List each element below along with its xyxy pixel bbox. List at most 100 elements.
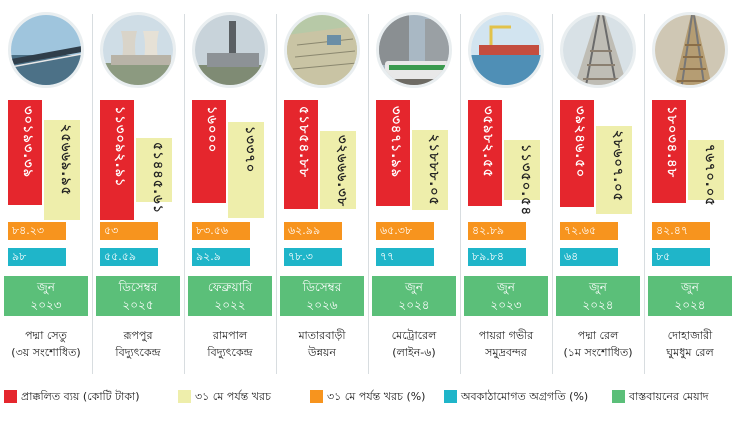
estimated-cost-label: ১১৩০৯২.৯১ (112, 106, 127, 188)
progress-percent: ৬৪ (560, 248, 618, 266)
column-divider (184, 14, 185, 374)
estimated-cost-label: ৩০১৯৩.৩৯ (20, 106, 35, 179)
legend-item: অবকাঠামোগত অগ্রগতি (%) (444, 390, 588, 404)
spent-label: ৫১৪৪৫.৬১ (150, 141, 165, 214)
spent-percent: ৬৫.৩৮ (376, 222, 434, 240)
legend-swatch (4, 390, 17, 403)
spent-bar (320, 130, 356, 210)
column-divider (276, 14, 277, 374)
progress-percent: ৯২.৯ (192, 248, 250, 266)
chimney-photo (192, 12, 268, 88)
estimated-cost-bar (100, 100, 134, 220)
estimated-cost-label: ১৮০৩৪.৪৮ (664, 106, 679, 179)
deadline: জুন ২০২৪ (556, 276, 640, 316)
legend-swatch (444, 390, 457, 403)
progress-percent: ৭৮.৩ (284, 248, 342, 266)
legend-swatch (612, 390, 625, 403)
spent-bar (596, 126, 632, 214)
deadline: ডিসেম্বর ২০২৬ (280, 276, 364, 316)
power-plant-photo (100, 12, 176, 88)
spent-bar (228, 122, 264, 218)
progress-percent: ৭৭ (376, 248, 434, 266)
spent-percent: ৬২.৯৯ (284, 222, 342, 240)
project-column: ৩৩৪৭১.৯৯ ২১৮৮৮.০৫ ৬৫.৩৮ ৭৭ জুন ২০২৪ মেট্রোরেল(… (372, 8, 456, 376)
railway-track-photo (652, 12, 728, 88)
estimated-cost-label: ১৬০০০ (204, 106, 219, 154)
spent-label: ১৩৩৭০ (242, 126, 257, 174)
metro-train-photo (376, 12, 452, 88)
spent-label: ৭৬৭০.০৫ (702, 144, 717, 207)
project-name: মাতারবাড়ী উন্নয়ন (298, 329, 346, 359)
legend-label: ৩১ মে পর্যন্ত খরচ (195, 390, 271, 403)
estimated-cost-bar (192, 100, 226, 203)
legend-item: বাস্তবায়নের মেয়াদ (612, 390, 709, 404)
spent-percent: ৭২.৬৫ (560, 222, 618, 240)
spent-label: ১১৩৫০.৫৪ (518, 144, 533, 217)
estimated-cost-label: ৫১৮৫৪.৮৮ (296, 106, 311, 178)
progress-percent: ৮৫ (652, 248, 710, 266)
project-column: ৩৫৯৮২.৫৫ ১১৩৫০.৫৪ ৪২.৮৯ ৮৯.৮৪ জুন ২০২৩ পায়রা … (464, 8, 548, 376)
legend-item: ৩১ মে পর্যন্ত খরচ (%) (310, 390, 425, 404)
spent-percent: ৪২.৪৭ (652, 222, 710, 240)
spent-label: ২৫৬৬৯.৯৫ (58, 124, 73, 197)
site-photo (284, 12, 360, 88)
spent-bar (44, 120, 80, 220)
deadline: জুন ২০২৩ (464, 276, 548, 316)
estimated-cost-bar (284, 100, 318, 210)
legend-label: ৩১ মে পর্যন্ত খরচ (%) (327, 390, 426, 403)
estimated-cost-label: ৩৫৯৮২.৫৫ (480, 106, 495, 179)
project-name: পদ্মা রেল (১ম সংশোধিত) (563, 329, 633, 359)
project-name: রূপপুর বিদ্যুৎকেন্দ্র (115, 329, 161, 359)
seaport-photo (468, 12, 544, 88)
legend: প্রাক্কলিত ব্যয় (কোটি টাকা) ৩১ মে পর্যন্… (0, 382, 754, 412)
estimated-cost-bar (376, 100, 410, 206)
project-column: ১৮০৩৪.৪৮ ৭৬৭০.০৫ ৪২.৪৭ ৮৫ জুন ২০২৪ দোহাজারী ঘুম… (648, 8, 732, 376)
legend-label: প্রাক্কলিত ব্যয় (কোটি টাকা) (21, 390, 140, 403)
progress-percent: ৮৯.৮৪ (468, 248, 526, 266)
column-divider (92, 14, 93, 374)
legend-item: ৩১ মে পর্যন্ত খরচ (178, 390, 271, 404)
spent-label: ২৮৬০৭.০৫ (610, 130, 625, 203)
estimated-cost-label: ৩৩৪৭১.৯৯ (388, 106, 403, 179)
deadline: জুন ২০২৪ (372, 276, 456, 316)
spent-label: ২১৮৮৮.০৫ (426, 134, 441, 207)
project-column: ৩৯২৪৬.৫০ ২৮৬০৭.০৫ ৭২.৬৫ ৬৪ জুন ২০২৪ পদ্মা রেল(… (556, 8, 640, 376)
deadline: জুন ২০২৩ (4, 276, 88, 316)
project-column: ৩০১৯৩.৩৯ ২৫৬৬৯.৯৫ ৮৪.২৩ ৯৮ জুন ২০২৩ পদ্মা সেতু… (4, 8, 88, 376)
project-name: রামপাল বিদ্যুৎকেন্দ্র (207, 329, 253, 359)
project-name: পদ্মা সেতু (৩য় সংশোধিত) (11, 329, 81, 359)
spent-bar (412, 130, 448, 210)
deadline: জুন ২০২৪ (648, 276, 732, 316)
deadline: ডিসেম্বর ২০২৫ (96, 276, 180, 316)
estimated-cost-bar (652, 100, 686, 204)
project-column: ৫১৮৫৪.৮৮ ৩২৬৬৬.৩৮ ৬২.৯৯ ৭৮.৩ ডিসেম্বর ২০২৬ মাত… (280, 8, 364, 376)
spent-percent: ৪২.৮৯ (468, 222, 526, 240)
project-column: ১৬০০০ ১৩৩৭০ ৮৩.৫৬ ৯২.৯ ফেব্রুয়ারি ২০২২ রামপাল… (188, 8, 272, 376)
project-name: মেট্রোরেল (লাইন-৬) (391, 329, 437, 359)
progress-percent: ৯৮ (8, 248, 66, 266)
project-name: পায়রা গভীর সমুদ্রবন্দর (478, 329, 534, 359)
estimated-cost-label: ৩৯২৪৬.৫০ (572, 106, 587, 179)
bridge-photo (8, 12, 84, 88)
legend-item: প্রাক্কলিত ব্যয় (কোটি টাকা) (4, 390, 140, 404)
project-name: দোহাজারী ঘুমধুম রেল (666, 329, 714, 359)
spent-bar (136, 137, 172, 203)
project-column: ১১৩০৯২.৯১ ৫১৪৪৫.৬১ ৫৩ ৫৫.৫৯ ডিসেম্বর ২০২৫ রূপপ… (96, 8, 180, 376)
estimated-cost-bar (560, 100, 594, 207)
legend-label: অবকাঠামোগত অগ্রগতি (%) (461, 390, 589, 403)
column-divider (552, 14, 553, 374)
spent-percent: ৮৩.৫৬ (192, 222, 250, 240)
rail-photo (560, 12, 636, 88)
column-divider (644, 14, 645, 374)
estimated-cost-bar (468, 100, 502, 207)
spent-percent: ৫৩ (100, 222, 158, 240)
column-divider (460, 14, 461, 374)
progress-percent: ৫৫.৫৯ (100, 248, 158, 266)
estimated-cost-bar (8, 100, 42, 206)
legend-swatch (178, 390, 191, 403)
legend-swatch (310, 390, 323, 403)
spent-bar (504, 140, 540, 200)
deadline: ফেব্রুয়ারি ২০২২ (188, 276, 272, 316)
column-divider (368, 14, 369, 374)
